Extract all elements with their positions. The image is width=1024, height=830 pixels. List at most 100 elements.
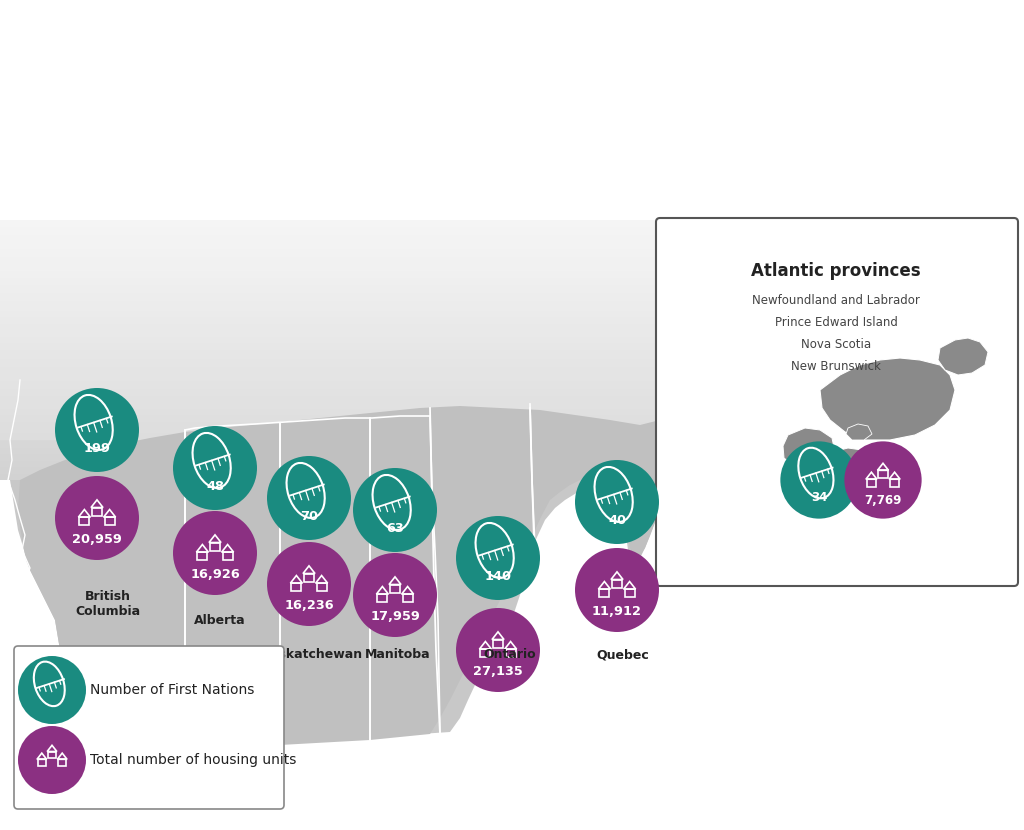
Polygon shape: [0, 441, 660, 447]
Bar: [0, 432, 660, 440]
Bar: [480, 649, 490, 657]
Circle shape: [18, 656, 86, 724]
Bar: [0, 293, 660, 300]
Polygon shape: [0, 402, 660, 408]
Polygon shape: [0, 376, 660, 383]
Bar: [58, 759, 67, 766]
Polygon shape: [0, 279, 660, 285]
Bar: [0, 256, 660, 264]
Text: 16,236: 16,236: [285, 599, 334, 613]
Polygon shape: [0, 330, 660, 337]
Polygon shape: [0, 434, 660, 441]
Polygon shape: [0, 240, 660, 246]
Circle shape: [18, 726, 86, 794]
Polygon shape: [0, 467, 660, 473]
Polygon shape: [0, 454, 660, 461]
Circle shape: [173, 426, 257, 510]
Polygon shape: [0, 220, 660, 227]
Text: Number of First Nations: Number of First Nations: [90, 683, 254, 697]
Bar: [0, 300, 660, 308]
Text: Alberta: Alberta: [195, 614, 246, 627]
Bar: [92, 507, 102, 515]
Text: Quebec: Quebec: [597, 648, 649, 661]
Polygon shape: [783, 428, 835, 470]
Polygon shape: [0, 337, 660, 344]
Circle shape: [575, 460, 659, 544]
Bar: [222, 552, 232, 560]
Bar: [0, 337, 660, 344]
Polygon shape: [0, 311, 660, 318]
Polygon shape: [0, 233, 660, 240]
Bar: [198, 552, 207, 560]
Bar: [48, 751, 56, 758]
FancyBboxPatch shape: [14, 646, 284, 809]
Polygon shape: [0, 357, 660, 363]
Circle shape: [353, 468, 437, 552]
Bar: [316, 583, 327, 591]
Polygon shape: [0, 363, 660, 369]
Bar: [0, 359, 660, 367]
Bar: [0, 220, 660, 227]
Circle shape: [267, 542, 351, 626]
Polygon shape: [0, 344, 660, 350]
Bar: [0, 315, 660, 323]
Polygon shape: [0, 396, 660, 402]
Bar: [0, 418, 660, 425]
Bar: [612, 579, 622, 588]
Bar: [378, 594, 387, 603]
Text: 63: 63: [386, 522, 403, 535]
Polygon shape: [18, 406, 660, 748]
Text: 17,959: 17,959: [370, 610, 420, 623]
Polygon shape: [826, 448, 874, 490]
Text: 7,769: 7,769: [864, 494, 902, 506]
Bar: [292, 583, 301, 591]
Bar: [0, 367, 660, 374]
Bar: [0, 425, 660, 432]
Bar: [0, 249, 660, 256]
Bar: [0, 308, 660, 315]
Polygon shape: [0, 298, 660, 305]
Bar: [0, 344, 660, 352]
Polygon shape: [938, 338, 988, 375]
Text: 34: 34: [811, 491, 827, 504]
Polygon shape: [0, 473, 660, 480]
Bar: [0, 279, 660, 286]
Text: Total number of housing units: Total number of housing units: [90, 753, 296, 767]
Polygon shape: [0, 305, 660, 311]
Polygon shape: [0, 252, 660, 259]
Circle shape: [456, 608, 540, 692]
Bar: [599, 589, 609, 598]
Text: 48: 48: [206, 481, 224, 493]
Polygon shape: [0, 428, 660, 434]
Bar: [506, 649, 515, 657]
Bar: [402, 594, 413, 603]
Polygon shape: [0, 318, 660, 324]
Circle shape: [575, 548, 659, 632]
Polygon shape: [0, 266, 660, 272]
Polygon shape: [0, 291, 660, 298]
Text: Newfoundland and Labrador: Newfoundland and Labrador: [752, 294, 920, 307]
Polygon shape: [0, 461, 660, 467]
Polygon shape: [0, 324, 660, 330]
Text: Prince Edward Island: Prince Edward Island: [774, 316, 897, 329]
Text: 199: 199: [84, 442, 111, 456]
Circle shape: [845, 442, 922, 519]
Polygon shape: [0, 285, 660, 291]
Text: British
Columbia: British Columbia: [76, 590, 140, 618]
Polygon shape: [846, 424, 872, 440]
Bar: [879, 471, 888, 478]
Bar: [867, 479, 876, 486]
Text: 40: 40: [608, 515, 626, 527]
Bar: [0, 374, 660, 381]
Polygon shape: [820, 358, 955, 440]
Circle shape: [55, 476, 139, 560]
Polygon shape: [0, 272, 660, 279]
Polygon shape: [0, 447, 660, 454]
Bar: [104, 517, 115, 525]
Bar: [890, 479, 899, 486]
Text: 11,912: 11,912: [592, 605, 642, 618]
Text: Atlantic provinces: Atlantic provinces: [752, 262, 921, 280]
Text: 140: 140: [484, 570, 512, 583]
Text: 16,926: 16,926: [190, 569, 240, 581]
Text: Ontario: Ontario: [483, 648, 537, 661]
